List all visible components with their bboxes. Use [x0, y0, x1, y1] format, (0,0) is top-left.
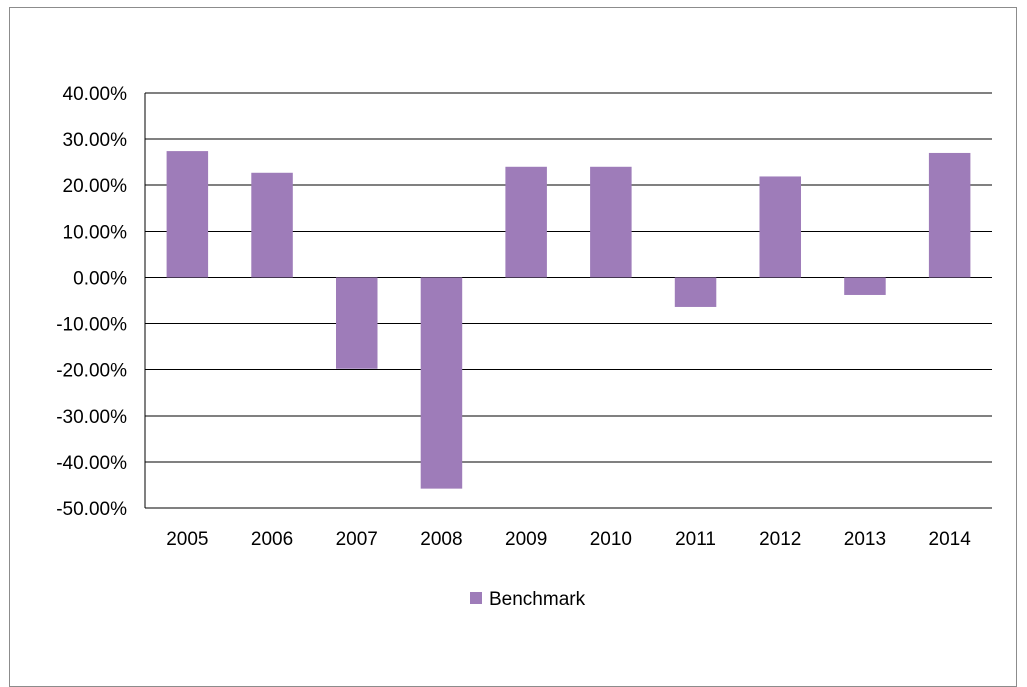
y-tick-label: -40.00%: [56, 453, 127, 474]
bar-2013: [844, 277, 886, 295]
bar-2011: [674, 277, 717, 307]
x-tick-label: 2008: [420, 529, 462, 550]
y-tick-label: -50.00%: [56, 499, 127, 520]
y-tick-label: 20.00%: [63, 176, 128, 197]
y-axis-tick-labels: 40.00% 30.00% 20.00% 10.00% 0.00% -10.00% -20.…: [56, 84, 127, 520]
x-tick-label: 2006: [251, 529, 293, 550]
bar-2012: [759, 176, 802, 278]
bar-2010: [590, 166, 632, 278]
bar-2005: [166, 151, 209, 278]
x-tick-label: 2011: [675, 529, 716, 550]
bar-2009: [505, 166, 547, 278]
y-tick-label: 10.00%: [63, 222, 128, 243]
x-tick-label: 2014: [929, 529, 972, 550]
legend-swatch-benchmark: [470, 592, 482, 604]
x-tick-label: 2009: [505, 529, 547, 550]
x-tick-label: 2012: [759, 529, 801, 550]
gridlines: [145, 92, 992, 509]
x-tick-label: 2005: [166, 529, 208, 550]
x-tick-label: 2010: [590, 529, 632, 550]
x-tick-label: 2007: [336, 529, 378, 550]
legend: Benchmark: [470, 589, 586, 610]
y-tick-label: -20.00%: [56, 361, 127, 382]
y-tick-label: 30.00%: [63, 130, 128, 151]
bar-2006: [251, 172, 293, 278]
bar-2008: [420, 277, 463, 489]
bar-2014: [928, 152, 971, 278]
bars: [166, 151, 971, 489]
x-axis-tick-labels: 2005 2006 2007 2008 2009 2010 2011 2012 2013 2014: [166, 529, 971, 550]
y-tick-label: 40.00%: [63, 84, 128, 105]
bar-2007: [335, 277, 378, 369]
y-tick-label: -30.00%: [56, 407, 127, 428]
legend-label-benchmark: Benchmark: [489, 589, 586, 610]
y-tick-label: -10.00%: [56, 315, 127, 336]
y-tick-label: 0.00%: [73, 268, 127, 289]
chart-frame: [9, 7, 1017, 687]
x-tick-label: 2013: [844, 529, 886, 550]
